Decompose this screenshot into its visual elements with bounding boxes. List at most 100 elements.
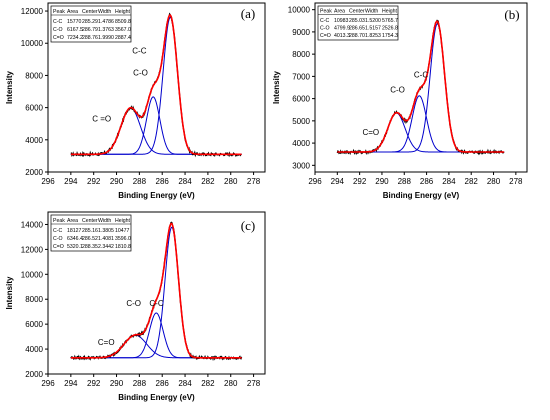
table-cell: 5320.1 [67,244,83,250]
x-tick-label: 294 [331,177,345,186]
y-tick-label: 12000 [21,7,44,16]
table-cell: C-C [53,19,62,25]
table-header: Width [365,9,378,15]
y-tick-label: 12000 [21,245,44,254]
x-tick-label: 284 [178,379,192,388]
table-cell: 286.79 [82,27,98,33]
y-tick-label: 5000 [292,117,310,126]
component-peak-c-o [70,96,242,155]
fitted-envelope [70,14,242,156]
panel-label: (c) [241,218,255,233]
x-tick-label: 284 [178,177,192,186]
x-tick-label: 280 [224,177,238,186]
x-tick-label: 282 [201,177,215,186]
x-tick-label: 292 [353,177,367,186]
y-tick-label: 2000 [25,370,43,379]
fitted-envelope [337,20,505,153]
table-cell: C=O [53,244,64,250]
table-header: Peak [320,9,332,15]
x-tick-label: 288 [133,177,147,186]
table-cell: 18127 [67,228,82,234]
table-header: Area [67,9,78,15]
x-tick-label: 290 [110,379,124,388]
x-tick-label: 296 [41,379,55,388]
y-tick-label: 4000 [25,136,43,145]
y-tick-label: 6000 [292,95,310,104]
y-tick-label: 9000 [292,28,310,37]
table-cell: 1.8253 [365,33,381,39]
table-cell: 8509.8 [115,19,131,25]
component-peak-c-o [70,312,242,359]
x-tick-label: 278 [247,379,261,388]
peak-label-cc: C-C [132,47,146,56]
peak-label-cc: C-C [149,299,163,308]
x-axis-label: Binding Energy (eV) [118,393,195,402]
plot-frame [314,2,528,173]
table-cell: 1.3763 [98,27,114,33]
table-header: Center [349,9,365,15]
x-axis-label: Binding Energy (eV) [383,191,460,200]
table-header: Center [82,9,98,15]
table-cell: 286.52 [82,236,98,242]
x-tick-label: 286 [420,177,434,186]
y-tick-label: 10000 [288,6,311,15]
table-cell: C-C [53,228,62,234]
table-cell: 4013.3 [334,33,350,39]
y-axis-label: Intensity [5,276,14,309]
peak-label-co: C-O [126,299,141,308]
table-header: Peak [53,218,65,224]
y-tick-label: 8000 [292,50,310,59]
table-cell: 288.35 [82,244,98,250]
x-tick-label: 290 [375,177,389,186]
y-tick-label: 6000 [25,104,43,113]
x-tick-label: 288 [398,177,412,186]
peak-label-c2o: C =O [92,114,111,123]
y-axis-label: Intensity [5,71,14,104]
table-cell: 2526.8 [382,26,398,32]
table-cell: 288.76 [82,35,98,41]
table-frame [50,214,132,252]
table-cell: 285.29 [82,19,98,25]
x-tick-label: 284 [442,177,456,186]
y-tick-label: 10000 [21,270,44,279]
component-peak-cdouble-o [70,334,242,359]
x-tick-label: 292 [87,379,101,388]
x-tick-label: 296 [41,177,55,186]
x-tick-label: 294 [64,379,78,388]
table-cell: 285.03 [349,18,365,24]
peak-label-c2o: C=O [362,128,379,137]
y-tick-label: 3000 [292,161,310,170]
table-header: Center [82,218,98,224]
panel-label: (b) [504,7,519,22]
y-tick-label: 2000 [25,168,43,177]
table-cell: 1.4081 [98,236,114,242]
plot-frame [47,211,266,375]
table-cell: 1.4786 [98,19,114,25]
x-tick-label: 280 [487,177,501,186]
table-cell: 2887.4 [115,35,131,41]
table-header: Peak [53,9,65,15]
table-cell: 10477 [115,228,130,234]
x-tick-label: 278 [509,177,523,186]
table-header: Height [115,218,131,224]
chart-panel-2: 296 294 292 290 288 286 284 282 280 278 3000 4000 50… [272,2,528,200]
table-cell: 7234.2 [67,35,83,41]
x-tick-label: 288 [133,379,147,388]
x-tick-label: 280 [224,379,238,388]
chart-panel-3: 296 294 292 290 288 286 284 282 280 278 2000 4000 60… [5,211,266,402]
table-cell: 1.5200 [365,18,381,24]
x-tick-label: 282 [465,177,479,186]
table-header: Height [115,9,131,15]
table-cell: C-O [320,26,330,32]
y-tick-label: 14000 [21,220,44,229]
table-cell: 285.16 [82,228,98,234]
plot-frame [47,2,266,173]
y-tick-label: 10000 [21,39,44,48]
table-cell: C-C [320,18,329,24]
y-tick-label: 4000 [25,345,43,354]
x-tick-label: 286 [156,177,170,186]
table-cell: C=O [320,33,331,39]
